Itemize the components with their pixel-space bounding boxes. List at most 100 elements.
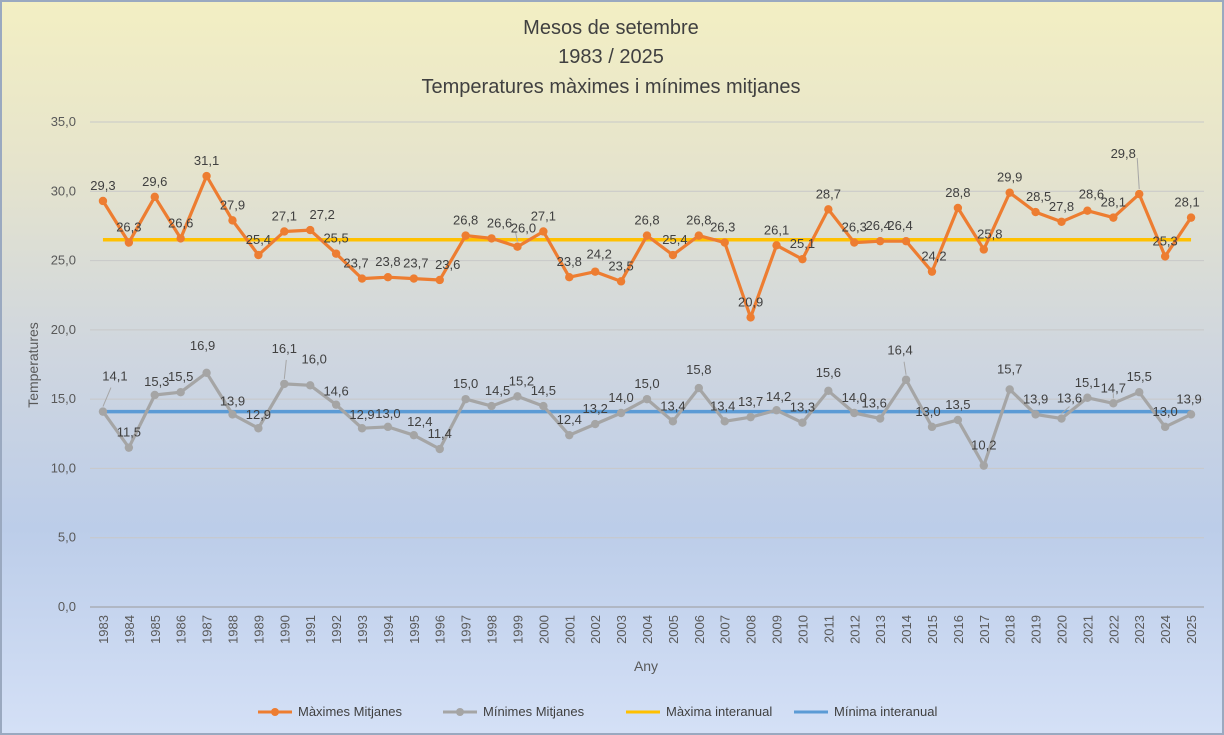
max-point xyxy=(150,192,159,202)
min-data-label: 15,3 xyxy=(144,374,169,389)
min-point xyxy=(979,461,988,470)
x-tick-label: 2012 xyxy=(847,615,862,644)
max-point xyxy=(668,250,678,260)
max-point xyxy=(642,231,652,240)
y-axis-ticks: 0,0 5,0 10,0 15,0 20,0 25,0 30,0 35,0 xyxy=(51,114,76,614)
min-point xyxy=(1005,385,1014,394)
min-data-label: 15,0 xyxy=(453,376,478,391)
x-tick-label: 2021 xyxy=(1080,615,1095,644)
x-tick-label: 2024 xyxy=(1158,615,1173,644)
min-point xyxy=(409,430,419,440)
min-point xyxy=(98,407,108,416)
x-tick-label: 2016 xyxy=(951,615,966,644)
max-point xyxy=(1160,252,1170,261)
min-data-label: 15,6 xyxy=(816,365,841,380)
max-point xyxy=(875,236,885,246)
max-point xyxy=(720,238,729,247)
min-point xyxy=(176,388,185,397)
x-tick-label: 2001 xyxy=(562,615,577,644)
min-data-label: 10,2 xyxy=(971,438,996,453)
max-data-label: 27,8 xyxy=(1049,199,1074,214)
max-data-label: 29,8 xyxy=(1111,146,1136,161)
legend-item-max-interannual-label: Màxima interanual xyxy=(666,704,772,719)
max-data-label: 28,8 xyxy=(945,185,970,200)
min-data-label: 13,9 xyxy=(1023,391,1048,406)
max-data-label: 23,8 xyxy=(557,254,582,269)
x-tick-label: 2008 xyxy=(744,615,759,644)
x-tick-label: 1997 xyxy=(459,615,474,644)
min-point xyxy=(1186,410,1196,419)
max-point xyxy=(435,275,444,285)
max-point xyxy=(953,203,963,213)
min-point xyxy=(1160,422,1170,432)
series-lines xyxy=(98,171,1196,470)
y-tick-label: 30,0 xyxy=(51,183,76,198)
legend-item-max-mitjanes-label: Màximes Mitjanes xyxy=(298,704,403,719)
legend-item-min-interannual-label: Mínima interanual xyxy=(834,704,937,719)
chart-title-line-1: Mesos de setembre xyxy=(523,17,699,39)
min-point xyxy=(616,408,626,418)
min-data-label: 14,5 xyxy=(485,383,510,398)
legend-item-max-mitjanes-marker xyxy=(271,708,279,716)
min-data-label: 16,4 xyxy=(887,343,912,358)
x-tick-label: 1994 xyxy=(381,615,396,644)
x-axis-title: Any xyxy=(634,658,658,674)
max-point xyxy=(383,273,393,282)
min-data-label: 13,9 xyxy=(1176,391,1201,406)
min-point xyxy=(1083,393,1092,402)
max-point xyxy=(124,238,134,247)
max-data-label: 31,1 xyxy=(194,153,219,168)
min-data-label: 13,2 xyxy=(583,401,608,416)
min-data-label: 14,2 xyxy=(766,389,791,404)
min-data-label: 13,6 xyxy=(862,396,887,411)
max-point xyxy=(824,205,833,214)
min-data-label: 13,3 xyxy=(790,400,815,415)
max-point xyxy=(1031,207,1040,217)
x-tick-label: 1998 xyxy=(485,615,500,644)
max-data-label: 27,1 xyxy=(531,208,556,223)
x-tick-label: 1992 xyxy=(329,615,344,644)
min-point xyxy=(772,406,781,415)
x-tick-label: 2005 xyxy=(666,615,681,644)
min-point xyxy=(280,379,289,389)
max-data-label: 29,3 xyxy=(90,178,115,193)
min-point xyxy=(590,419,600,429)
x-tick-label: 1996 xyxy=(433,615,448,644)
max-point xyxy=(616,277,626,286)
max-data-label: 23,6 xyxy=(435,257,460,272)
legend-item-min-mitjanes-label: Mínimes Mitjanes xyxy=(483,704,585,719)
max-data-label: 25,5 xyxy=(323,231,348,246)
max-data-label: 27,9 xyxy=(220,197,245,212)
min-point xyxy=(668,417,678,426)
max-data-label: 24,2 xyxy=(587,247,612,262)
x-tick-label: 2013 xyxy=(873,615,888,644)
min-data-label: 14,5 xyxy=(531,383,556,398)
min-point xyxy=(124,443,134,452)
max-data-label: 23,7 xyxy=(403,256,428,271)
min-point xyxy=(850,408,859,418)
min-data-label: 13,0 xyxy=(915,404,940,419)
max-point xyxy=(176,234,185,243)
x-tick-label: 2020 xyxy=(1055,615,1070,644)
max-point xyxy=(1005,188,1014,197)
min-point xyxy=(254,424,263,433)
leader-line xyxy=(514,231,518,242)
min-data-label: 12,9 xyxy=(246,407,271,422)
min-point xyxy=(539,401,548,411)
max-data-label: 28,1 xyxy=(1101,195,1126,210)
min-point xyxy=(875,414,885,423)
min-point xyxy=(1031,410,1040,419)
x-tick-label: 2018 xyxy=(1003,615,1018,644)
max-point xyxy=(1186,213,1196,222)
min-point xyxy=(1057,414,1066,423)
y-tick-label: 35,0 xyxy=(51,114,76,129)
max-point xyxy=(98,196,108,206)
min-data-label: 14,0 xyxy=(842,390,867,405)
min-point xyxy=(927,422,937,432)
max-data-label: 28,7 xyxy=(816,186,841,201)
max-data-label: 25,4 xyxy=(662,232,687,247)
x-tick-label: 1987 xyxy=(200,615,215,644)
max-data-label: 25,8 xyxy=(977,226,1002,241)
min-point xyxy=(642,394,652,404)
min-data-label: 13,4 xyxy=(660,398,685,413)
